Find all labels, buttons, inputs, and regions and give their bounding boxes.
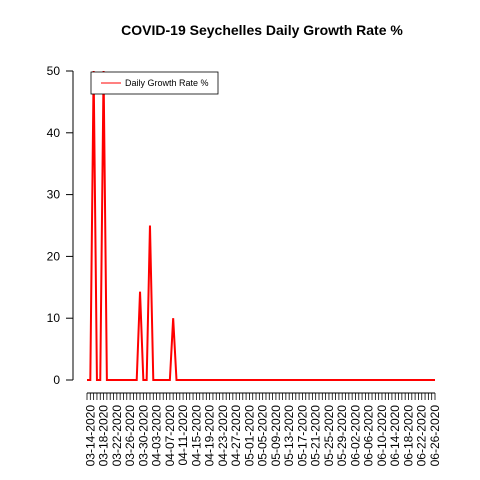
y-tick-label: 0 [53, 373, 60, 387]
series-line-daily-growth-rate [87, 71, 435, 380]
x-tick-label: 04-19-2020 [203, 405, 217, 467]
y-tick-label: 10 [47, 311, 61, 325]
x-tick-label: 05-29-2020 [335, 405, 349, 467]
chart-title: COVID-19 Seychelles Daily Growth Rate % [121, 22, 403, 38]
y-tick-label: 20 [47, 249, 61, 263]
x-tick-label: 03-18-2020 [97, 405, 111, 467]
y-tick-label: 30 [47, 188, 61, 202]
x-tick-label: 05-13-2020 [282, 405, 296, 467]
x-axis: 03-14-2020 03-18-2020 03-22-2020 03-26-2020… [83, 393, 442, 466]
x-tick-label: 05-05-2020 [256, 405, 270, 467]
x-tick-label: 03-30-2020 [136, 405, 150, 467]
y-tick-label: 40 [47, 126, 61, 140]
x-tick-label: 04-15-2020 [189, 405, 203, 467]
x-tick-label: 06-22-2020 [415, 405, 429, 467]
y-tick-label: 50 [47, 64, 61, 78]
legend: Daily Growth Rate % [91, 72, 218, 94]
x-tick-label: 03-14-2020 [83, 405, 97, 467]
plot-area [87, 71, 435, 380]
x-tick-label: 05-25-2020 [322, 405, 336, 467]
x-tick-label: 06-02-2020 [348, 405, 362, 467]
x-tick-label: 05-09-2020 [269, 405, 283, 467]
x-tick-label: 03-22-2020 [110, 405, 124, 467]
x-tick-label: 04-23-2020 [216, 405, 230, 467]
x-tick-label: 03-26-2020 [123, 405, 137, 467]
x-tick-label: 05-21-2020 [309, 405, 323, 467]
x-tick-label: 06-06-2020 [362, 405, 376, 467]
x-tick-label: 06-14-2020 [388, 405, 402, 467]
y-axis: 0 10 20 30 40 50 [47, 64, 73, 387]
x-tick-label: 04-27-2020 [229, 405, 243, 467]
x-tick-label: 06-10-2020 [375, 405, 389, 467]
x-tick-label: 05-01-2020 [242, 405, 256, 467]
x-tick-label: 06-18-2020 [401, 405, 415, 467]
legend-label: Daily Growth Rate % [125, 78, 209, 88]
x-tick-label: 04-11-2020 [176, 405, 190, 466]
x-tick-label: 04-03-2020 [150, 405, 164, 467]
x-tick-label: 05-17-2020 [295, 405, 309, 467]
x-tick-label: 04-07-2020 [163, 405, 177, 467]
x-tick-label: 06-26-2020 [428, 405, 442, 467]
